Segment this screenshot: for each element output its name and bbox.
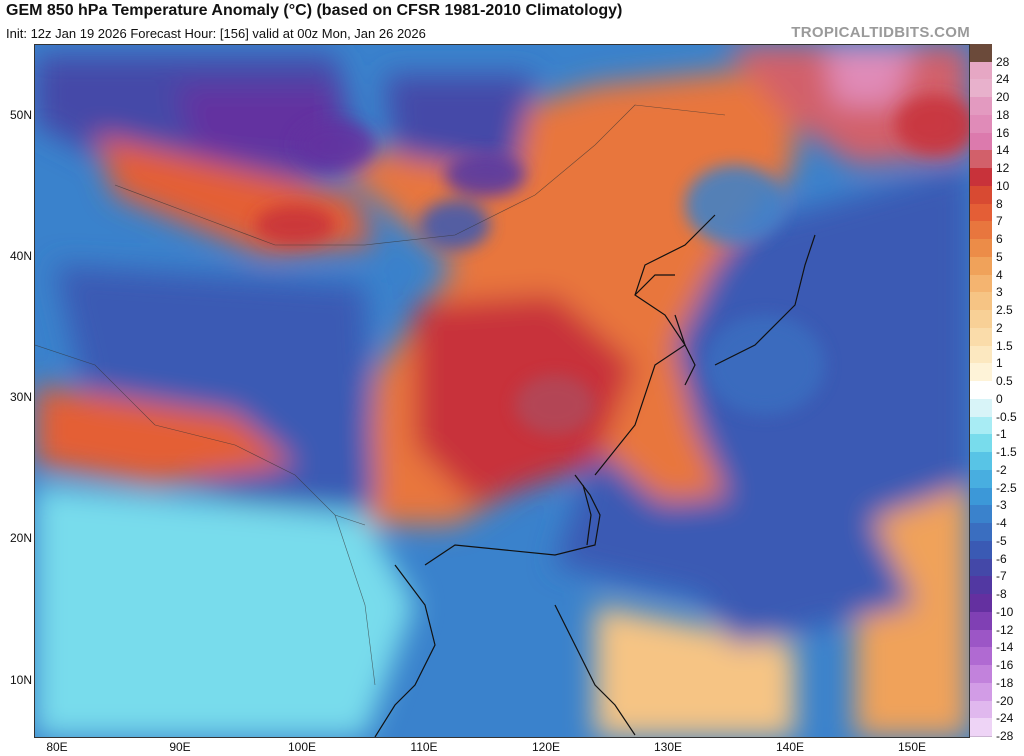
scale-swatch <box>970 718 992 737</box>
scale-swatch <box>970 239 992 258</box>
scale-swatch <box>970 452 992 471</box>
lon-label: 80E <box>46 740 68 754</box>
scale-label: -10 <box>996 604 1014 619</box>
scale-label: 2.5 <box>996 303 1013 318</box>
map-title: GEM 850 hPa Temperature Anomaly (°C) (ba… <box>6 2 623 19</box>
scale-label: -5 <box>996 533 1007 548</box>
scale-label: -20 <box>996 693 1014 708</box>
scale-swatch <box>970 292 992 312</box>
scale-swatch <box>970 469 992 489</box>
scale-label: -18 <box>996 675 1014 690</box>
color-scale: 28 24 20 18 16 14 12 10 8 7 6 5 4 3 2.5 2 1.5 1 0.5 0 -0.5 -1… <box>970 44 1022 743</box>
scale-swatch <box>970 665 992 684</box>
scale-label: 0 <box>996 391 1003 406</box>
scale-label: 0.5 <box>996 374 1013 389</box>
scale-swatch <box>970 594 992 613</box>
scale-swatch <box>970 523 992 542</box>
scale-swatch <box>970 611 992 631</box>
lat-label: 30N <box>9 390 32 404</box>
scale-label: -1 <box>996 427 1007 442</box>
lon-label: 140E <box>775 740 805 754</box>
scale-label: -3 <box>996 498 1007 513</box>
lon-label: 150E <box>897 740 927 754</box>
scale-swatch <box>970 327 992 347</box>
scale-label: -7 <box>996 569 1007 584</box>
scale-swatch <box>970 487 992 507</box>
scale-label: 1 <box>996 356 1003 371</box>
scale-swatch <box>970 558 992 578</box>
scale-label: -0.5 <box>996 409 1017 424</box>
scale-label: -14 <box>996 640 1014 655</box>
scale-swatch <box>970 97 992 116</box>
lat-label: 20N <box>9 531 32 545</box>
scale-swatch <box>970 150 992 170</box>
scale-label: -2 <box>996 462 1007 477</box>
scale-label: 4 <box>996 267 1003 282</box>
scale-label: 5 <box>996 249 1003 264</box>
scale-label: -8 <box>996 587 1007 602</box>
scale-swatch <box>970 256 992 276</box>
lat-label: 10N <box>9 673 32 687</box>
scale-swatch <box>970 310 992 329</box>
scale-swatch <box>970 682 992 702</box>
coastlines <box>374 214 816 737</box>
lon-label: 130E <box>653 740 683 754</box>
scale-swatch <box>970 540 992 560</box>
scale-swatch <box>970 44 992 63</box>
scale-label: -12 <box>996 622 1014 637</box>
scale-swatch <box>970 203 992 223</box>
lon-label: 100E <box>287 740 317 754</box>
scale-label: -6 <box>996 551 1007 566</box>
scale-swatch <box>970 221 992 241</box>
scale-swatch <box>970 434 992 454</box>
borders <box>35 104 726 686</box>
scale-label: -28 <box>996 729 1014 743</box>
scale-swatch <box>970 381 992 400</box>
scale-swatch <box>970 274 992 294</box>
scale-swatch <box>970 700 992 720</box>
scale-label: 20 <box>996 90 1010 105</box>
scale-label: 10 <box>996 178 1010 193</box>
scale-label: 14 <box>996 143 1010 158</box>
lon-label: 120E <box>531 740 561 754</box>
scale-label: -1.5 <box>996 445 1017 460</box>
scale-label: 8 <box>996 196 1003 211</box>
scale-label: 16 <box>996 125 1010 140</box>
scale-label: -4 <box>996 516 1007 531</box>
scale-swatch <box>970 79 992 99</box>
anomaly-map[interactable] <box>34 44 970 738</box>
scale-swatch <box>970 363 992 383</box>
scale-label: -2.5 <box>996 480 1017 495</box>
scale-swatch <box>970 505 992 525</box>
scale-swatch <box>970 629 992 649</box>
scale-label: 7 <box>996 214 1003 229</box>
scale-swatch <box>970 168 992 187</box>
scale-swatch <box>970 416 992 436</box>
scale-swatch <box>970 576 992 596</box>
anomaly-field <box>35 45 969 737</box>
lat-label: 40N <box>9 249 32 263</box>
scale-swatch <box>970 114 992 134</box>
scale-swatch <box>970 61 992 81</box>
scale-label: 24 <box>996 72 1010 87</box>
lon-label: 90E <box>169 740 191 754</box>
scale-swatch <box>970 398 992 418</box>
scale-label: -16 <box>996 658 1014 673</box>
scale-label: 2 <box>996 320 1003 335</box>
scale-label: -24 <box>996 711 1014 726</box>
scale-label: 3 <box>996 285 1003 300</box>
lon-label: 110E <box>410 740 438 754</box>
scale-label: 1.5 <box>996 338 1013 353</box>
scale-label: 28 <box>996 54 1010 69</box>
scale-label: 6 <box>996 232 1003 247</box>
scale-swatch <box>970 345 992 365</box>
scale-swatch <box>970 185 992 205</box>
scale-label: 12 <box>996 161 1010 176</box>
watermark: TROPICALTIDBITS.COM <box>791 24 970 41</box>
forecast-info: Init: 12z Jan 19 2026 Forecast Hour: [15… <box>6 26 426 41</box>
scale-swatch <box>970 132 992 152</box>
scale-swatch <box>970 647 992 667</box>
lat-label: 50N <box>9 108 32 122</box>
scale-label: 18 <box>996 107 1010 122</box>
